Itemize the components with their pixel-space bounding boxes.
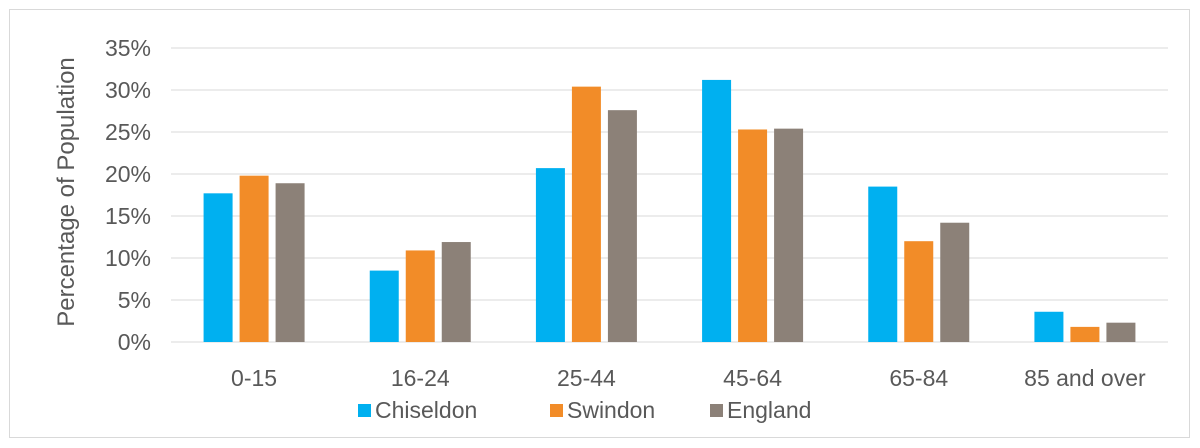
x-tick-label: 45-64 — [723, 365, 782, 391]
y-tick-label: 5% — [118, 287, 151, 313]
x-tick-label: 16-24 — [391, 365, 450, 391]
bar-swindon-65-84 — [904, 241, 934, 342]
x-tick-label: 0-15 — [231, 365, 277, 391]
bar-swindon-45-64 — [738, 129, 768, 342]
y-axis-ticks: 0% 5% 10% 15% 20% 25% 30% 35% — [105, 35, 151, 355]
bar-england-65-84 — [940, 222, 970, 342]
y-tick-label: 25% — [105, 119, 151, 145]
bar-chiseldon-65-84 — [868, 186, 898, 342]
x-tick-label: 65-84 — [889, 365, 948, 391]
y-tick-label: 15% — [105, 203, 151, 229]
bar-chiseldon-25-44 — [535, 168, 565, 342]
bar-england-45-64 — [774, 128, 804, 342]
bar-swindon-25-44 — [571, 86, 601, 342]
legend-label-england: England — [727, 397, 811, 423]
bar-england-16-24 — [441, 242, 471, 342]
y-tick-label: 10% — [105, 245, 151, 271]
bar-swindon-0-15 — [239, 175, 269, 342]
x-tick-label: 85 and over — [1024, 365, 1146, 391]
bar-england-0-15 — [275, 183, 305, 342]
legend-swatch-england — [710, 404, 723, 417]
x-tick-label: 25-44 — [557, 365, 616, 391]
gridlines — [171, 47, 1168, 343]
legend-swatch-chiseldon — [358, 404, 371, 417]
legend-swatch-swindon — [550, 404, 563, 417]
bar-chiseldon-45-64 — [702, 79, 732, 343]
legend-label-chiseldon: Chiseldon — [375, 397, 477, 423]
y-axis-label: Percentage of Population — [53, 57, 80, 327]
legend-label-swindon: Swindon — [567, 397, 655, 423]
bar-swindon-85-and-over — [1070, 326, 1100, 342]
bar-chiseldon-85-and-over — [1034, 311, 1064, 342]
y-tick-label: 30% — [105, 77, 151, 103]
y-tick-label: 0% — [118, 329, 151, 355]
bar-chiseldon-16-24 — [369, 270, 399, 342]
y-tick-label: 20% — [105, 161, 151, 187]
y-tick-label: 35% — [105, 35, 151, 61]
legend: Chiseldon Swindon England — [358, 397, 811, 423]
bar-swindon-16-24 — [405, 250, 435, 342]
x-axis-ticks: 0-15 16-24 25-44 45-64 65-84 85 and over — [231, 365, 1146, 391]
bars — [203, 79, 1136, 343]
bar-chiseldon-0-15 — [203, 193, 233, 342]
bar-england-85-and-over — [1106, 322, 1136, 342]
bar-england-25-44 — [607, 110, 637, 342]
